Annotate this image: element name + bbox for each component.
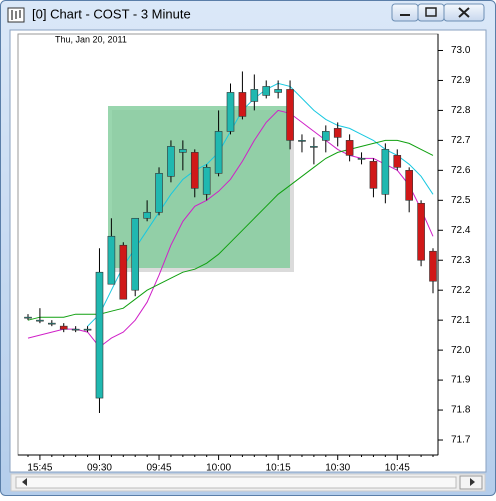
x-tick-label: 10:45 bbox=[385, 463, 410, 474]
candle-body bbox=[36, 319, 44, 322]
candle-body bbox=[345, 140, 354, 156]
y-tick-label: 73.0 bbox=[451, 45, 471, 56]
candle-body bbox=[167, 146, 175, 177]
candle-body bbox=[393, 155, 402, 168]
x-tick-label: 10:00 bbox=[206, 463, 231, 474]
candle-body bbox=[262, 86, 271, 96]
minimize-button[interactable] bbox=[391, 3, 419, 22]
candle-body bbox=[226, 92, 235, 132]
candle-body bbox=[202, 167, 211, 195]
y-tick-label: 71.7 bbox=[451, 435, 471, 446]
candle-body bbox=[333, 128, 342, 138]
candle-body bbox=[190, 152, 199, 189]
y-tick-label: 72.4 bbox=[451, 225, 471, 236]
candle-body bbox=[274, 89, 282, 93]
candle-body bbox=[298, 140, 306, 142]
candle-body bbox=[357, 158, 366, 160]
x-tick-label: 15:45 bbox=[27, 463, 52, 474]
candle-body bbox=[95, 271, 104, 399]
candle-body bbox=[83, 328, 92, 331]
x-tick-label: 10:15 bbox=[266, 463, 291, 474]
moving-average-line bbox=[27, 109, 434, 348]
candle-body bbox=[369, 161, 378, 189]
y-tick-label: 71.8 bbox=[451, 405, 471, 416]
candle-body bbox=[131, 217, 140, 291]
y-tick-label: 72.6 bbox=[451, 165, 471, 176]
candle-body bbox=[71, 328, 80, 331]
maximize-button[interactable] bbox=[417, 3, 445, 22]
candle-body bbox=[417, 202, 425, 261]
y-tick-label: 72.9 bbox=[451, 75, 471, 86]
candle-body bbox=[321, 131, 330, 141]
candle-body bbox=[179, 149, 187, 153]
x-tick-label: 10:30 bbox=[325, 463, 350, 474]
y-tick-label: 72.1 bbox=[451, 315, 471, 326]
y-tick-label: 71.9 bbox=[451, 375, 471, 386]
candle-body bbox=[214, 131, 223, 174]
y-tick-label: 72.7 bbox=[451, 135, 471, 146]
window-title: [0] Chart - COST - 3 Minute bbox=[32, 6, 191, 21]
candle-body bbox=[119, 244, 128, 300]
x-tick-label: 09:30 bbox=[87, 463, 112, 474]
y-tick-label: 72.8 bbox=[451, 105, 471, 116]
app-icon bbox=[7, 7, 25, 23]
candle-body bbox=[59, 325, 68, 330]
close-button[interactable] bbox=[443, 3, 485, 22]
candle-body bbox=[429, 250, 437, 282]
candle-body bbox=[238, 92, 247, 117]
chart-subtitle: Thu, Jan 20, 2011 bbox=[55, 34, 127, 44]
y-tick-label: 72.0 bbox=[451, 345, 471, 356]
x-tick-label: 09:45 bbox=[147, 463, 172, 474]
y-tick-label: 72.3 bbox=[451, 255, 471, 266]
candle-body bbox=[155, 173, 163, 213]
candle-body bbox=[250, 89, 259, 102]
y-tick-label: 72.2 bbox=[451, 285, 471, 296]
candle-body bbox=[48, 322, 56, 325]
candle-body bbox=[24, 316, 32, 319]
y-tick-label: 72.5 bbox=[451, 195, 471, 206]
moving-average-line bbox=[27, 139, 434, 321]
candle-body bbox=[381, 149, 390, 195]
moving-average-line bbox=[87, 82, 434, 327]
candle-body bbox=[143, 211, 151, 219]
candle-body bbox=[286, 89, 294, 141]
candle-body bbox=[310, 146, 318, 148]
scrollbar[interactable] bbox=[10, 473, 486, 492]
candle-body bbox=[405, 170, 413, 201]
candle-body bbox=[107, 235, 116, 285]
